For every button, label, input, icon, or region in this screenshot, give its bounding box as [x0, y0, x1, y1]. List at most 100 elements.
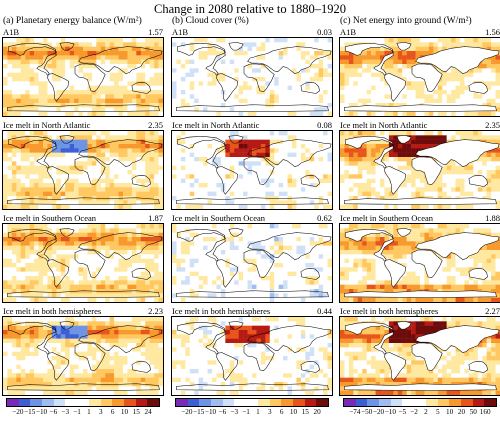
continent-outline [177, 42, 226, 76]
field-cell [74, 386, 79, 391]
field-cell [189, 111, 195, 116]
field-cell [274, 98, 279, 104]
field-cell [256, 131, 262, 136]
field-cell [212, 98, 217, 104]
field-cell [7, 241, 13, 246]
field-cell [283, 170, 288, 175]
field-cell [176, 144, 182, 149]
field-cell [16, 170, 21, 175]
field-cell [114, 297, 119, 302]
field-cell [247, 276, 253, 281]
field-cell [292, 64, 297, 69]
field-cell [318, 321, 324, 326]
field-cell [149, 386, 155, 391]
field-cell [69, 139, 75, 145]
field-cell [100, 271, 106, 277]
field-cell [278, 85, 284, 91]
field-cell [140, 38, 146, 43]
field-cell [278, 224, 284, 229]
field-cell [247, 170, 253, 175]
field-cell [136, 107, 141, 112]
field-cell [38, 377, 44, 383]
field-cell [25, 94, 30, 99]
field-cell [234, 148, 239, 153]
field-cell [154, 317, 159, 322]
field-cell [123, 131, 128, 136]
field-cell [118, 369, 124, 374]
field-cell [65, 161, 70, 166]
field-cell [154, 369, 159, 374]
field-cell [56, 111, 61, 116]
field-cell [118, 183, 124, 188]
field-cell [172, 170, 177, 175]
field-cell [11, 46, 17, 52]
field-cell [149, 174, 155, 179]
field-cell [229, 334, 235, 339]
field-cell [198, 157, 204, 162]
field-cell [309, 321, 315, 326]
field-cell [203, 64, 208, 69]
field-cell [172, 334, 177, 339]
field-cell [60, 51, 66, 56]
field-cell [11, 144, 17, 149]
field-cell [16, 187, 21, 192]
field-cell [123, 267, 128, 272]
field-cell [154, 330, 159, 335]
field-cell [176, 68, 182, 73]
field-cell [16, 271, 21, 277]
field-cell [96, 42, 101, 47]
field-cell [105, 72, 110, 78]
field-cell [78, 64, 84, 69]
field-cell [225, 191, 230, 197]
field-cell [123, 377, 128, 383]
field-cell [29, 68, 35, 73]
field-cell [136, 258, 141, 264]
field-cell [225, 59, 230, 65]
field-cell [287, 271, 293, 277]
field-cell [78, 111, 84, 116]
field-cell [229, 280, 235, 285]
field-cell [265, 85, 270, 91]
field-cell [238, 241, 244, 246]
field-cell [194, 111, 199, 116]
field-cell [11, 42, 17, 47]
field-cell [238, 152, 244, 158]
field-cell [305, 59, 310, 65]
field-cell [96, 165, 101, 171]
field-cell [20, 196, 26, 201]
field-cell [269, 51, 275, 56]
field-cell [314, 321, 319, 326]
field-cell [158, 144, 163, 149]
field-cell [131, 157, 137, 162]
field-cell [69, 46, 75, 52]
field-cell [220, 103, 226, 108]
field-cell [154, 94, 159, 99]
field-cell [283, 228, 288, 233]
field-cell [131, 321, 137, 326]
field-cell [274, 325, 279, 331]
field-cell [136, 59, 141, 65]
field-cell [207, 338, 213, 344]
field-cell [43, 148, 48, 153]
field-cell [87, 284, 93, 290]
field-cell [265, 139, 270, 145]
field-cell [43, 254, 48, 259]
field-cell [123, 204, 128, 209]
field-cell [123, 232, 128, 238]
field-cell [29, 187, 35, 192]
field-cell [105, 174, 110, 179]
field-cell [203, 59, 208, 65]
field-cell [136, 297, 141, 302]
field-cell [180, 64, 186, 69]
field-cell [78, 170, 84, 175]
field-cell [145, 170, 150, 175]
field-cell [123, 356, 128, 361]
field-cell [283, 55, 288, 60]
field-cell [260, 200, 266, 205]
field-cell [194, 148, 199, 153]
field-cell [56, 94, 61, 99]
field-cell [189, 241, 195, 246]
field-cell [207, 131, 213, 136]
field-cell [292, 157, 297, 162]
field-cell [292, 245, 297, 251]
